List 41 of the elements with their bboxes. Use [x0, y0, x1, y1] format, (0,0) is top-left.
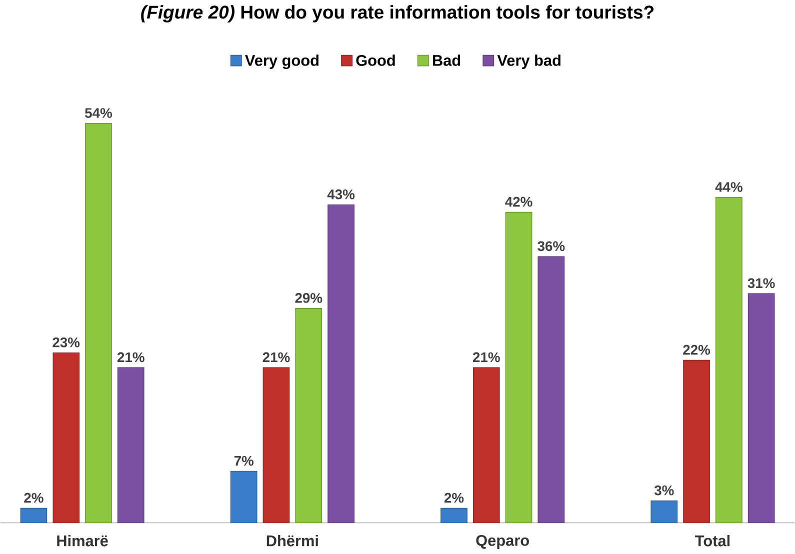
- legend-label: Very good: [245, 54, 318, 69]
- bar: [505, 212, 532, 523]
- bar: [295, 308, 322, 523]
- data-label: 31%: [748, 278, 775, 288]
- x-tick-label: Qeparo: [476, 534, 529, 549]
- data-label: 21%: [472, 352, 500, 362]
- data-label: 2%: [24, 492, 44, 503]
- data-label: 21%: [117, 352, 144, 362]
- bar: [328, 204, 354, 523]
- chart-title: (Figure 20) How do you rate information tools for tourists?: [141, 5, 654, 22]
- bar: [472, 367, 500, 523]
- data-label: 23%: [52, 337, 80, 348]
- bar: [440, 508, 468, 523]
- bar: [650, 500, 678, 523]
- data-label: 36%: [538, 241, 565, 252]
- data-label: 2%: [444, 492, 464, 503]
- bar: [230, 470, 258, 523]
- data-label: 21%: [262, 352, 290, 362]
- data-label: 7%: [234, 456, 254, 466]
- bar: [683, 360, 710, 523]
- bar: [85, 122, 112, 523]
- bar: [262, 367, 290, 523]
- data-label: 42%: [505, 196, 532, 207]
- legend-label: Very bad: [497, 54, 560, 69]
- bar: [117, 367, 144, 523]
- bar: [538, 256, 565, 523]
- bar: [20, 508, 48, 523]
- data-label: 43%: [327, 189, 355, 200]
- legend-label: Bad: [432, 54, 460, 66]
- x-tick-label: Total: [695, 534, 730, 546]
- data-label: 3%: [654, 485, 674, 496]
- data-label: 54%: [85, 108, 112, 118]
- data-label: 29%: [295, 293, 322, 303]
- bar: [52, 352, 80, 523]
- bar: [716, 196, 742, 523]
- bar: [748, 293, 775, 523]
- x-tick-label: Himarë: [57, 534, 108, 546]
- data-label: 22%: [683, 344, 710, 355]
- legend-label: Good: [356, 54, 395, 66]
- x-tick-label: Dhërmi: [266, 534, 318, 546]
- data-label: 44%: [715, 182, 742, 192]
